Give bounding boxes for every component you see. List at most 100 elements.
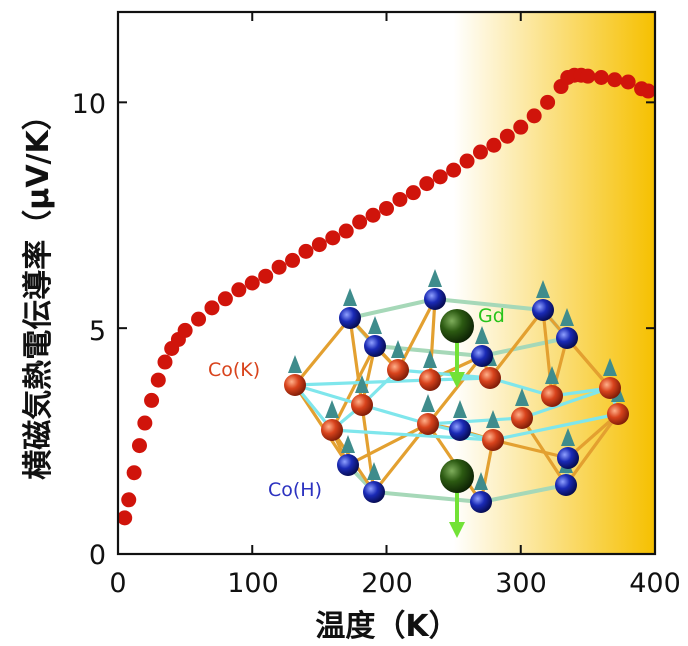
co-k-label: Co(K) <box>208 359 260 381</box>
co-k-atom <box>387 359 409 381</box>
data-point <box>392 191 408 207</box>
data-point <box>244 275 260 291</box>
data-point <box>117 510 133 526</box>
data-point <box>191 311 207 327</box>
data-point <box>271 259 287 275</box>
spin-arrow-icon <box>486 410 500 428</box>
data-point <box>121 492 137 508</box>
co-h-atom <box>449 419 471 441</box>
spin-arrow-icon <box>561 428 575 446</box>
data-points-layer <box>117 67 656 526</box>
spin-arrow-icon <box>341 435 355 453</box>
y-tick-label: 5 <box>89 316 106 347</box>
spin-arrow-icon <box>421 394 435 412</box>
data-point <box>620 74 636 90</box>
temperature-gradient-background <box>453 12 655 554</box>
gd-arrowhead-icon <box>449 372 465 388</box>
data-point <box>217 291 233 307</box>
bond <box>480 336 569 358</box>
bond <box>491 438 570 460</box>
data-point <box>446 162 462 178</box>
data-point <box>593 69 609 85</box>
co-k-atom <box>479 367 501 389</box>
y-tick-label: 10 <box>72 89 106 120</box>
co-k-atom <box>607 403 629 425</box>
bond <box>426 354 484 426</box>
co-k-atom <box>419 369 441 391</box>
spin-arrow-icon <box>560 308 574 326</box>
data-point <box>285 252 301 268</box>
data-point <box>486 137 502 153</box>
data-point <box>204 300 220 316</box>
data-point <box>513 119 529 135</box>
data-point <box>338 223 354 239</box>
x-tick-label: 200 <box>361 568 413 599</box>
crystal-structure-inset: Gd Co(K) Co(H) <box>208 269 629 538</box>
data-point <box>150 372 166 388</box>
bond <box>348 297 437 320</box>
co-h-atom <box>471 345 493 367</box>
bond <box>426 416 524 426</box>
spin-arrow-icon <box>536 280 550 298</box>
bond <box>488 308 545 380</box>
gd-label: Gd <box>478 305 505 327</box>
co-k-atom <box>599 377 621 399</box>
bond <box>330 344 377 432</box>
co-k-atom <box>482 429 504 451</box>
bond <box>372 490 483 504</box>
bond <box>564 412 620 487</box>
co-k-atom <box>351 394 373 416</box>
co-k-atom <box>511 407 533 429</box>
bond <box>491 412 620 442</box>
co-h-atom <box>532 299 554 321</box>
co-h-atom <box>364 335 386 357</box>
x-tick-label: 100 <box>227 568 279 599</box>
co-k-atom <box>321 419 343 441</box>
bond <box>293 383 350 467</box>
spin-arrow-icon <box>475 326 489 344</box>
co-h-label: Co(H) <box>268 479 322 501</box>
co-h-atom <box>337 454 359 476</box>
y-tick-label: 0 <box>89 540 106 571</box>
data-point <box>499 128 515 144</box>
co-k-atom <box>284 374 306 396</box>
data-point <box>137 415 153 431</box>
data-point <box>258 268 274 284</box>
data-point <box>311 237 327 253</box>
spin-arrow-icon <box>343 288 357 306</box>
axis-ticks <box>117 12 656 555</box>
spin-arrow-icon <box>367 462 381 480</box>
data-point <box>365 207 381 223</box>
spin-arrow-icon <box>515 388 529 406</box>
spin-arrow-icon <box>288 355 302 373</box>
spin-arrow-icon <box>391 340 405 358</box>
spin-arrow-icon <box>428 269 442 287</box>
spin-arrow-icon <box>474 472 488 490</box>
spin-arrow-icon <box>325 400 339 418</box>
gd-atom <box>440 309 474 343</box>
x-axis-title: 温度（K） <box>315 609 458 644</box>
x-tick-label: 400 <box>629 568 681 599</box>
data-point <box>131 438 147 454</box>
bond <box>293 316 352 387</box>
data-point <box>157 354 173 370</box>
x-tick-label: 300 <box>495 568 547 599</box>
gd-arrowhead-icon <box>449 522 465 538</box>
data-point <box>231 282 247 298</box>
y-axis-title: 横磁気熱電伝導率（μV/K） <box>21 100 56 480</box>
data-point <box>580 68 596 84</box>
spin-arrow-icon <box>603 358 617 376</box>
data-point <box>526 108 542 124</box>
data-point <box>298 243 314 259</box>
bond <box>433 297 545 312</box>
data-point <box>540 94 556 110</box>
gd-atom <box>440 459 474 493</box>
data-point <box>432 169 448 185</box>
bond <box>373 344 484 358</box>
inset-atoms <box>284 269 629 538</box>
co-k-atom <box>541 385 563 407</box>
bond <box>360 403 430 426</box>
data-point <box>126 465 142 481</box>
spin-arrow-icon <box>423 350 437 368</box>
spin-arrow-icon <box>355 375 369 393</box>
